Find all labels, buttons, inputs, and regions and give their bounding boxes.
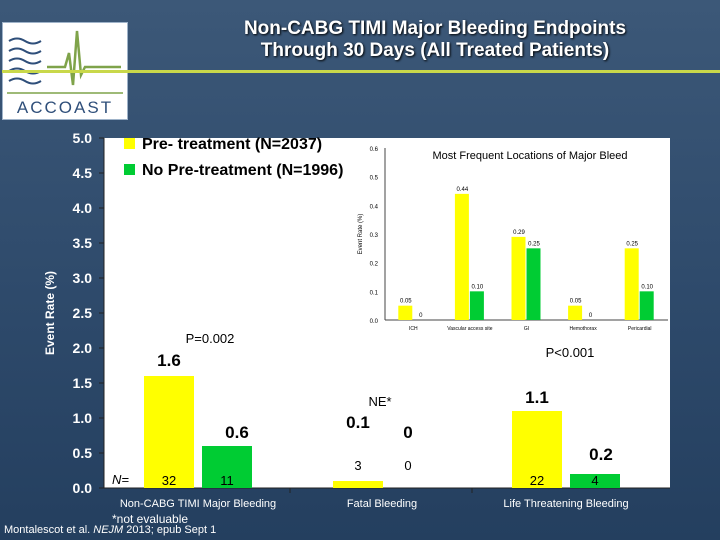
n-count-label: 0: [404, 458, 411, 473]
inset-x-category-label: Pericardial: [628, 326, 652, 332]
inset-bar: [398, 305, 413, 320]
inset-y-tick-label: 0.2: [370, 262, 379, 268]
annotation-label: P<0.001: [546, 345, 595, 360]
y-tick-label: 2.5: [73, 305, 93, 321]
bar-value-label: 0.6: [225, 423, 249, 442]
n-label: N=: [112, 472, 129, 487]
bar-value-label: 1.1: [525, 388, 549, 407]
inset-x-category-label: Hemothorax: [569, 326, 597, 332]
legend-swatch-pre: [124, 138, 135, 149]
title-underline: [2, 70, 720, 73]
n-count-label: 11: [220, 473, 234, 488]
inset-bar-value-label: 0.25: [626, 241, 638, 247]
footnote: *not evaluable: [112, 512, 189, 526]
bar-no-pre-2: [570, 474, 620, 488]
x-category-label: Non-CABG TIMI Major Bleeding: [120, 498, 276, 510]
bar-pre-0: [144, 376, 194, 488]
y-tick-label: 3.0: [73, 270, 93, 286]
inset-bar-value-label: 0.44: [457, 187, 469, 193]
bar-value-label: 1.6: [157, 351, 181, 370]
slide-title: Non-CABG TIMI Major Bleeding Endpoints T…: [150, 18, 720, 62]
y-tick-label: 0.5: [73, 445, 93, 461]
inset-x-category-label: ICH: [409, 326, 418, 332]
bar-value-label: 0.2: [589, 445, 613, 464]
inset-bar-value-label: 0.10: [472, 284, 484, 290]
y-tick-label: 2.0: [73, 340, 93, 356]
inset-bar: [568, 305, 583, 320]
bar-value-label: 0.1: [346, 413, 370, 432]
logo-graphic: ACCOAST: [7, 30, 123, 117]
inset-y-tick-label: 0.4: [370, 204, 379, 210]
y-tick-label: 4.0: [73, 200, 93, 216]
annotation-label: NE*: [368, 394, 391, 409]
y-tick-label: 4.5: [73, 165, 93, 181]
legend-swatch-no-pre: [124, 164, 135, 175]
n-count-label: 32: [162, 473, 176, 488]
inset-bar-value-label: 0.10: [641, 284, 653, 290]
bar-value-label: 0: [403, 423, 412, 442]
inset-chart: 0.0 0.1 0.2 0.3 0.4 0.5 0.6 Event Rate (%) Most …: [358, 138, 670, 338]
n-count-label: 3: [354, 458, 361, 473]
inset-bar-value-label: 0: [589, 313, 593, 319]
inset-bar-value-label: 0.05: [400, 299, 412, 305]
inset-bar: [526, 248, 541, 320]
inset-y-tick-label: 0.5: [370, 176, 379, 182]
logo-text: ACCOAST: [17, 98, 113, 117]
main-chart-bars: 1.6 32 0.1 3 1.1 22 0.6 11 0 0 0.2 4 N= P=0.002 NE* P<0…: [112, 331, 620, 488]
inset-y-tick-label: 0.6: [370, 147, 379, 153]
bar-pre-1: [333, 481, 383, 488]
inset-y-axis-label: Event Rate (%): [358, 214, 364, 255]
y-tick-label: 5.0: [73, 130, 93, 146]
chart-legend: Pre- treatment (N=2037) No Pre-treatment …: [124, 136, 343, 179]
inset-bar-value-label: 0: [419, 313, 423, 319]
title-line-2: Through 30 Days (All Treated Patients): [260, 40, 610, 61]
inset-bar-value-label: 0.29: [513, 230, 525, 236]
inset-y-tick-label: 0.1: [370, 290, 379, 296]
inset-y-tick-label: 0.3: [370, 233, 379, 239]
inset-x-category-label: Vascular access site: [447, 326, 492, 332]
inset-bar-value-label: 0.05: [570, 299, 582, 305]
y-tick-label: 3.5: [73, 235, 93, 251]
inset-y-tick-label: 0.0: [370, 319, 379, 325]
n-count-label: 4: [591, 473, 598, 488]
y-axis-label: Event Rate (%): [43, 271, 57, 355]
citation: Montalescot et al. NEJM 2013; epub Sept …: [4, 524, 216, 536]
bar-no-pre-0: [202, 446, 252, 488]
y-tick-label: 1.5: [73, 375, 93, 391]
inset-x-category-label: GI: [524, 326, 529, 332]
citation-details: 2013; epub Sept 1: [123, 524, 217, 536]
y-tick-label: 0.0: [73, 480, 93, 496]
citation-journal: NEJM: [93, 524, 124, 536]
inset-bar: [469, 291, 484, 320]
legend-label: Pre- treatment (N=2037): [142, 136, 322, 153]
inset-bar: [624, 248, 639, 320]
inset-bar: [454, 193, 469, 320]
inset-bar: [511, 236, 526, 320]
citation-authors: Montalescot et al.: [4, 524, 94, 536]
annotation-label: P=0.002: [186, 331, 235, 346]
x-category-label: Fatal Bleeding: [347, 498, 417, 510]
inset-title: Most Frequent Locations of Major Bleed: [432, 150, 627, 162]
inset-bar: [639, 291, 654, 320]
title-line-1: Non-CABG TIMI Major Bleeding Endpoints: [243, 18, 627, 39]
legend-label: No Pre-treatment (N=1996): [142, 162, 343, 179]
inset-bar-value-label: 0.25: [528, 241, 540, 247]
y-tick-label: 1.0: [73, 410, 93, 426]
n-count-label: 22: [530, 473, 544, 488]
bar-pre-2: [512, 411, 562, 488]
x-category-label: Life Threatening Bleeding: [503, 498, 628, 510]
